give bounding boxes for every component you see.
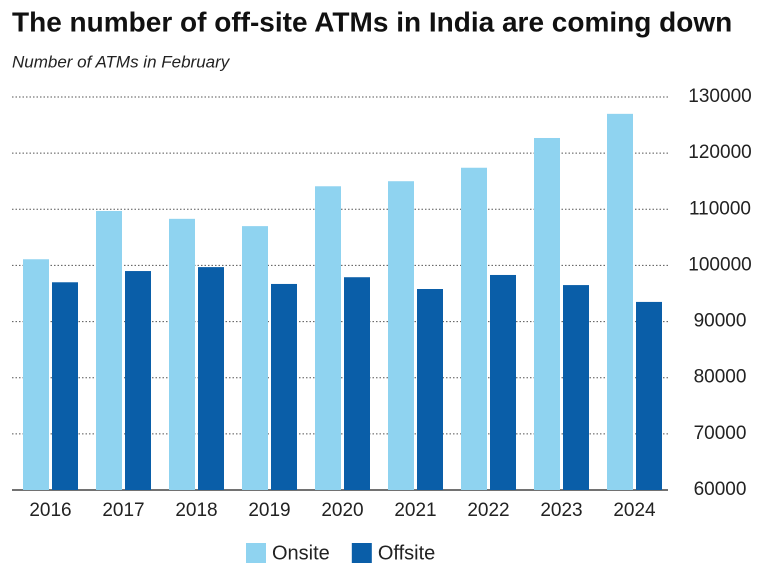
bar bbox=[388, 181, 414, 490]
bar bbox=[563, 285, 589, 490]
bar bbox=[417, 289, 443, 490]
legend-label: Onsite bbox=[272, 542, 330, 564]
legend-label: Offsite bbox=[378, 542, 435, 564]
x-tick-label: 2020 bbox=[321, 500, 363, 521]
x-tick-label: 2018 bbox=[175, 500, 217, 521]
x-tick-label: 2017 bbox=[102, 500, 144, 521]
x-tick-label: 2021 bbox=[394, 500, 436, 521]
bar bbox=[315, 186, 341, 490]
bar bbox=[344, 277, 370, 490]
y-tick-label: 80000 bbox=[694, 367, 747, 388]
legend-swatch bbox=[246, 543, 266, 563]
x-tick-label: 2023 bbox=[540, 500, 582, 521]
legend-swatch bbox=[351, 543, 372, 563]
y-tick-label: 90000 bbox=[694, 311, 747, 332]
x-tick-label: 2024 bbox=[613, 500, 656, 521]
chart-subtitle: Number of ATMs in February bbox=[12, 52, 231, 71]
bar bbox=[636, 301, 662, 490]
bar bbox=[52, 282, 78, 490]
chart-title: The number of off-site ATMs in India are… bbox=[12, 6, 732, 37]
y-tick-label: 70000 bbox=[694, 423, 747, 444]
bar bbox=[242, 226, 268, 490]
bar bbox=[96, 210, 122, 490]
bar bbox=[490, 274, 516, 490]
bar bbox=[534, 137, 560, 490]
x-tick-label: 2016 bbox=[29, 500, 71, 521]
bar bbox=[125, 271, 151, 490]
bar bbox=[271, 283, 297, 490]
y-tick-label: 130000 bbox=[688, 86, 751, 107]
y-tick-label: 60000 bbox=[694, 479, 747, 500]
bar bbox=[198, 267, 224, 490]
x-tick-label: 2019 bbox=[248, 500, 290, 521]
y-tick-label: 100000 bbox=[688, 254, 751, 275]
bar bbox=[607, 113, 633, 490]
y-tick-label: 110000 bbox=[689, 198, 751, 219]
bar bbox=[23, 259, 49, 490]
x-tick-label: 2022 bbox=[467, 500, 509, 521]
bar bbox=[169, 218, 195, 490]
bar bbox=[461, 167, 487, 491]
y-tick-label: 120000 bbox=[688, 142, 751, 163]
